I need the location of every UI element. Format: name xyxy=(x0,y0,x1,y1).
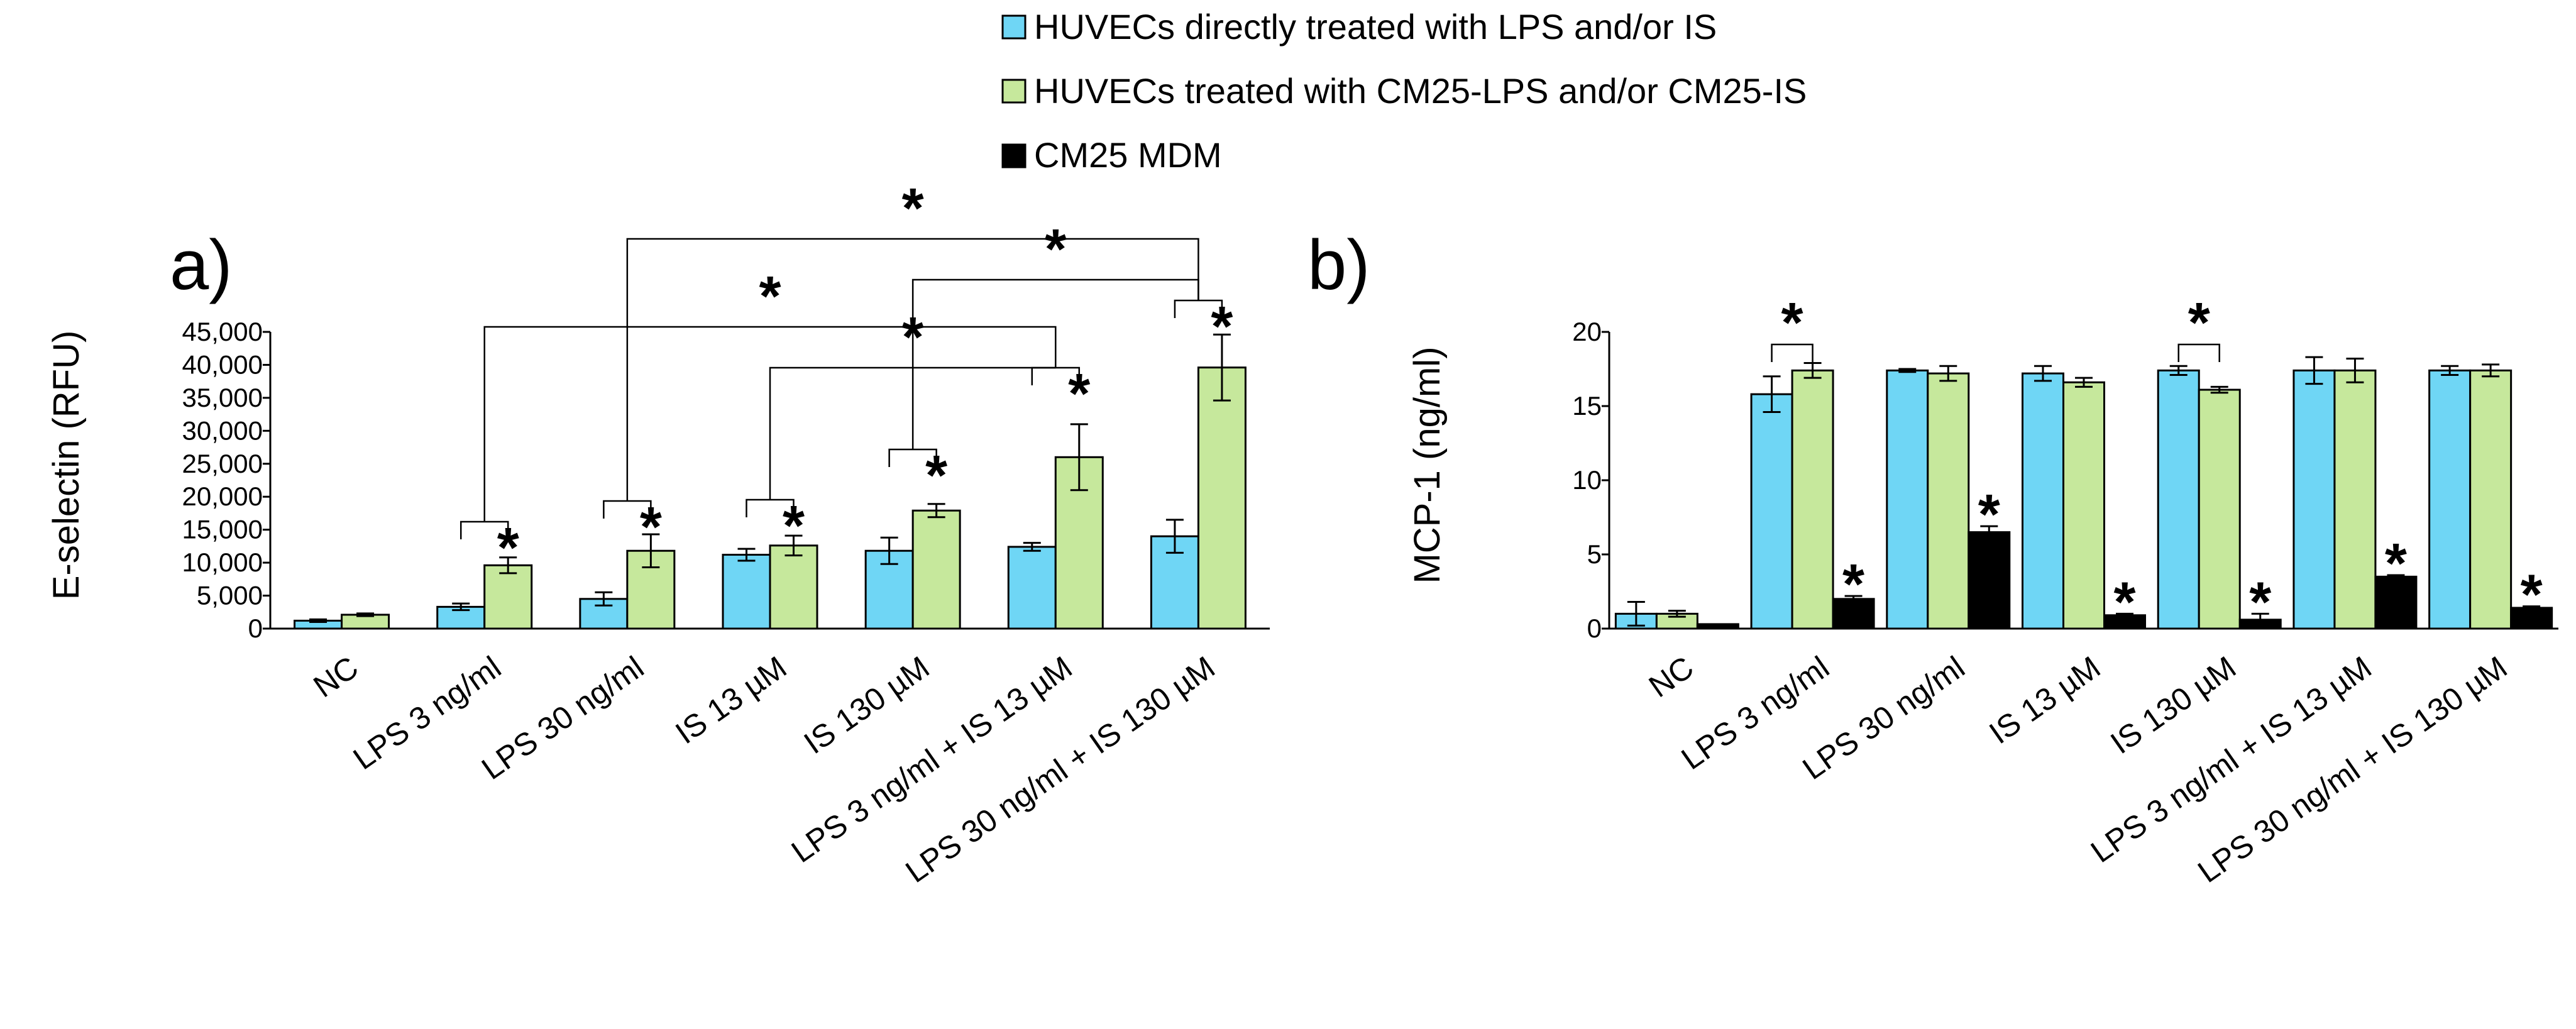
y-tick-label: 45,000 xyxy=(182,317,263,346)
significance-star: * xyxy=(2385,532,2407,595)
x-tick-label: LPS 30 ng/ml xyxy=(475,649,650,786)
significance-bracket xyxy=(626,238,1199,501)
bar xyxy=(2062,381,2105,630)
bar xyxy=(2157,369,2200,630)
bar xyxy=(911,509,961,630)
bar xyxy=(2428,369,2472,630)
bar xyxy=(1696,623,1739,630)
legend: HUVECs directly treated with LPS and/or … xyxy=(1001,7,1807,175)
bar xyxy=(1832,598,1875,630)
y-tick-label: 30,000 xyxy=(182,415,263,445)
x-tick-label: LPS 3 ng/ml + IS 13 µM xyxy=(785,649,1079,869)
significance-star: * xyxy=(783,495,805,558)
panel-a-ylabel: E-selectin (RFU) xyxy=(46,331,87,600)
significance-bracket xyxy=(1771,343,1814,362)
significance-star: * xyxy=(1978,483,2000,546)
y-tick-label: 0 xyxy=(1587,614,1602,643)
bar xyxy=(722,554,771,630)
bar xyxy=(1968,531,2011,630)
y-tick-label: 15,000 xyxy=(182,515,263,544)
bar xyxy=(626,549,676,630)
bar xyxy=(2510,607,2553,630)
panel-b-label: b) xyxy=(1307,226,1370,304)
y-tick-label: 0 xyxy=(248,614,263,643)
bar xyxy=(483,564,533,630)
y-tick-label: 10 xyxy=(1572,465,1602,495)
bar xyxy=(2293,369,2336,630)
bar xyxy=(1791,369,1834,630)
bar xyxy=(1007,546,1057,630)
bar xyxy=(769,544,818,630)
significance-star: * xyxy=(2249,571,2271,634)
bar xyxy=(1197,366,1247,630)
significance-star: * xyxy=(1211,295,1233,358)
y-tick-label: 20 xyxy=(1572,317,1602,346)
legend-swatch-huvec-cm25 xyxy=(1001,79,1027,104)
significance-bracket xyxy=(769,366,1056,500)
x-tick-label: NC xyxy=(1643,649,1700,704)
legend-swatch-huvec-direct xyxy=(1001,14,1027,40)
legend-entry-cm25-mdm: CM25 MDM xyxy=(1001,135,1222,175)
y-tick-label: 20,000 xyxy=(182,481,263,511)
bar xyxy=(1927,372,1970,630)
legend-swatch-cm25-mdm xyxy=(1001,143,1027,168)
panel-a-plot: 0 5,000 10,000 15,000 20,000 25,000 30,000 35,0… xyxy=(182,177,1270,889)
significance-star: * xyxy=(640,496,662,559)
legend-label-huvec-cm25: HUVECs treated with CM25-LPS and/or CM25… xyxy=(1034,71,1807,111)
y-tick-label: 25,000 xyxy=(182,449,263,478)
significance-bracket xyxy=(911,278,1199,449)
legend-label-cm25-mdm: CM25 MDM xyxy=(1034,135,1222,175)
significance-star: * xyxy=(759,265,781,328)
significance-bracket xyxy=(2177,343,2220,362)
y-tick-label: 5 xyxy=(1587,539,1602,569)
y-tick-label: 5,000 xyxy=(197,581,263,610)
significance-star: * xyxy=(902,177,924,240)
legend-label-huvec-direct: HUVECs directly treated with LPS and/or … xyxy=(1034,7,1717,47)
y-tick-label: 40,000 xyxy=(182,349,263,379)
significance-star: * xyxy=(1045,218,1067,281)
legend-entry-huvec-direct: HUVECs directly treated with LPS and/or … xyxy=(1001,7,1717,47)
significance-star: * xyxy=(2521,564,2543,627)
bar xyxy=(1886,369,1929,630)
significance-star: * xyxy=(1842,553,1864,616)
significance-bracket xyxy=(483,326,1057,522)
significance-star: * xyxy=(2113,571,2135,634)
y-tick-label: 35,000 xyxy=(182,383,263,412)
x-tick-label: NC xyxy=(307,649,365,704)
significance-star: * xyxy=(1068,363,1090,426)
bar xyxy=(2198,388,2241,630)
y-tick-label: 10,000 xyxy=(182,548,263,577)
bar xyxy=(1750,393,1793,630)
x-tick-label: IS 13 µM xyxy=(1983,649,2106,751)
bar xyxy=(2469,369,2513,630)
x-tick-label: IS 13 µM xyxy=(669,649,793,751)
panel-a-label: a) xyxy=(170,226,233,304)
significance-star: * xyxy=(2188,292,2210,355)
y-tick-label: 15 xyxy=(1572,391,1602,421)
bar xyxy=(2333,369,2377,630)
bar xyxy=(2022,372,2064,630)
significance-star: * xyxy=(1781,292,1803,355)
legend-entry-huvec-cm25: HUVECs treated with CM25-LPS and/or CM25… xyxy=(1001,71,1807,111)
panel-b-ylabel: MCP-1 (ng/ml) xyxy=(1407,346,1448,583)
significance-star: * xyxy=(925,444,947,507)
bar xyxy=(2374,575,2418,630)
x-tick-label: IS 130 µM xyxy=(798,649,936,761)
significance-star: * xyxy=(497,517,519,580)
